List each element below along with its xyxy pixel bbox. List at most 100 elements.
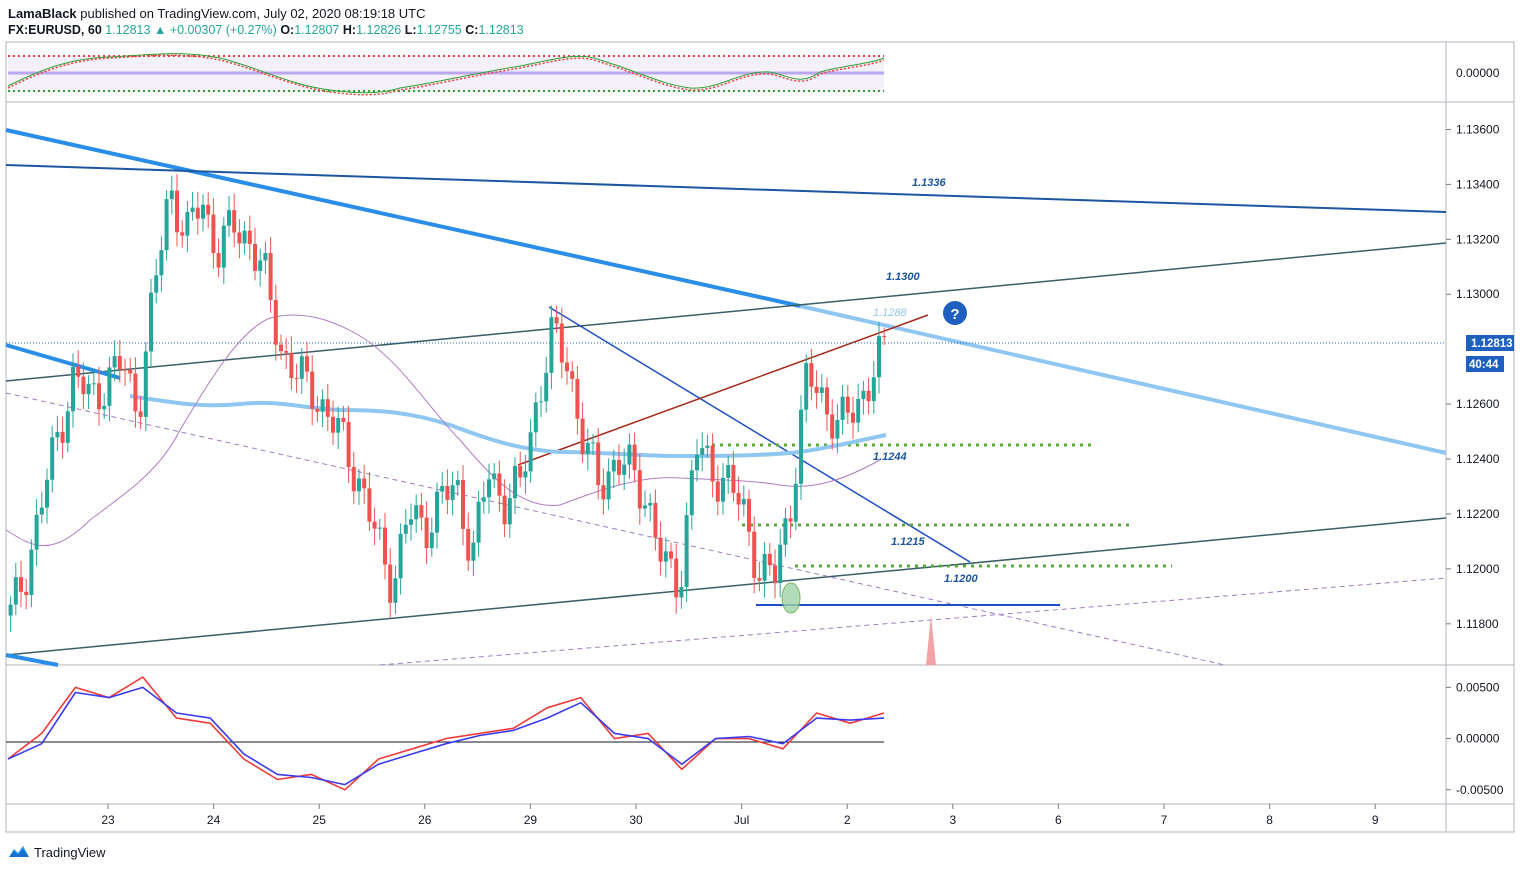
candle-body [45, 479, 49, 508]
price-axis[interactable]: 1.13600 1.13400 1.13200 1.13000 1.12600 1.124… [1446, 122, 1500, 631]
candle-body [871, 377, 876, 402]
top-osc-zero-tick: 0.00000 [1456, 66, 1500, 80]
candle-body [627, 444, 632, 465]
candle-body [523, 471, 528, 478]
candle-body [721, 477, 725, 502]
candle-body [39, 507, 44, 515]
candle-body [133, 373, 138, 412]
level-label-1215: 1.1215 [891, 536, 926, 548]
candle-body [289, 352, 294, 379]
candle-body [700, 448, 705, 455]
candle-body [81, 376, 86, 395]
candle-body [227, 210, 231, 226]
candle-body [201, 204, 205, 219]
candle-body [783, 518, 788, 545]
candle-body [632, 444, 637, 471]
low-label: L: [404, 23, 417, 37]
candle-body [362, 478, 367, 489]
candle-body [123, 369, 127, 371]
channel-lower-line [5, 517, 1447, 656]
candle-body [466, 528, 471, 561]
light-blue-trendline [799, 304, 1447, 455]
candle-body [767, 553, 772, 566]
candle-body [403, 524, 408, 534]
candle-body [91, 383, 96, 385]
candle-body [273, 299, 278, 345]
time-tick-label: 29 [524, 813, 538, 827]
candle-body [861, 390, 866, 399]
top-oscillator-pane: 0.00000 [7, 53, 1500, 96]
candle-body [206, 204, 211, 215]
candle-body [424, 517, 429, 549]
candle-body [414, 505, 419, 520]
candle-body [336, 417, 341, 433]
symbol-label: FX:EURUSD, 60 [8, 23, 102, 37]
candle-body [107, 367, 112, 406]
time-tick-label: 30 [629, 813, 643, 827]
candle-body [320, 399, 325, 412]
candle-body [585, 442, 590, 455]
candle-body [388, 564, 393, 603]
candle-body [232, 210, 237, 233]
resistance-1-1336-line [5, 164, 1447, 213]
candle-body [622, 464, 627, 475]
candle-body [492, 473, 497, 480]
candle-body [507, 498, 512, 525]
candle-body [242, 230, 247, 244]
candle-body [237, 232, 242, 244]
question-marker-icon[interactable] [943, 301, 967, 325]
candle-body [268, 253, 273, 300]
tradingview-branding[interactable]: TradingView [8, 843, 106, 861]
candle-body [29, 549, 34, 596]
candle-body [455, 480, 460, 486]
tradingview-logo-icon [9, 846, 29, 857]
candle-body [50, 437, 55, 480]
level-label-1288: 1.1288 [873, 307, 908, 319]
candle-body [258, 260, 263, 271]
candle-body [611, 459, 616, 472]
last-price-badge [1466, 335, 1514, 351]
candle-body [804, 363, 809, 410]
candle-body [351, 467, 356, 492]
candle-body [97, 383, 101, 410]
candle-body [383, 527, 387, 565]
candle-body [481, 497, 486, 502]
candle-body [86, 383, 91, 395]
candle-body [190, 207, 195, 213]
candle-body [253, 243, 257, 271]
candle-body [461, 480, 465, 529]
time-tick-label: 25 [313, 813, 327, 827]
last-price-label: 1.12813 [1471, 338, 1513, 350]
change-arrow-icon: ▲ [153, 23, 167, 37]
candle-body [221, 225, 226, 268]
candle-body [773, 565, 777, 584]
candle-body [305, 356, 309, 372]
candle-body [71, 366, 75, 412]
candle-body [128, 369, 133, 374]
dashed-purple-up [379, 577, 1447, 666]
candle-body [669, 551, 673, 559]
candle-body [112, 355, 117, 368]
candle-body [752, 531, 757, 578]
candle-body [294, 378, 299, 380]
candle-body [825, 387, 829, 415]
candle-body [877, 336, 881, 378]
time-tick-label: 24 [207, 813, 221, 827]
candle-body [840, 396, 845, 420]
candle-body [866, 390, 871, 402]
candle-body [471, 542, 476, 561]
price-tick-label: 1.11800 [1456, 617, 1499, 631]
time-axis[interactable]: 23 24 25 26 29 30 Jul 2 3 6 7 8 9 [101, 804, 1379, 827]
time-tick-label: 2 [844, 813, 851, 827]
price-tick-label: 1.12400 [1456, 452, 1500, 466]
candle-body [346, 421, 351, 468]
last-value: 1.12813 [105, 23, 151, 37]
osc-tick-label: -0.00500 [1456, 783, 1504, 797]
candle-body [580, 418, 585, 455]
candle-body [55, 431, 60, 438]
descending-blue-line [548, 306, 971, 563]
question-marker-text: ? [950, 306, 959, 323]
author-name[interactable]: LamaBlack [8, 6, 77, 21]
candle-body [533, 402, 538, 433]
